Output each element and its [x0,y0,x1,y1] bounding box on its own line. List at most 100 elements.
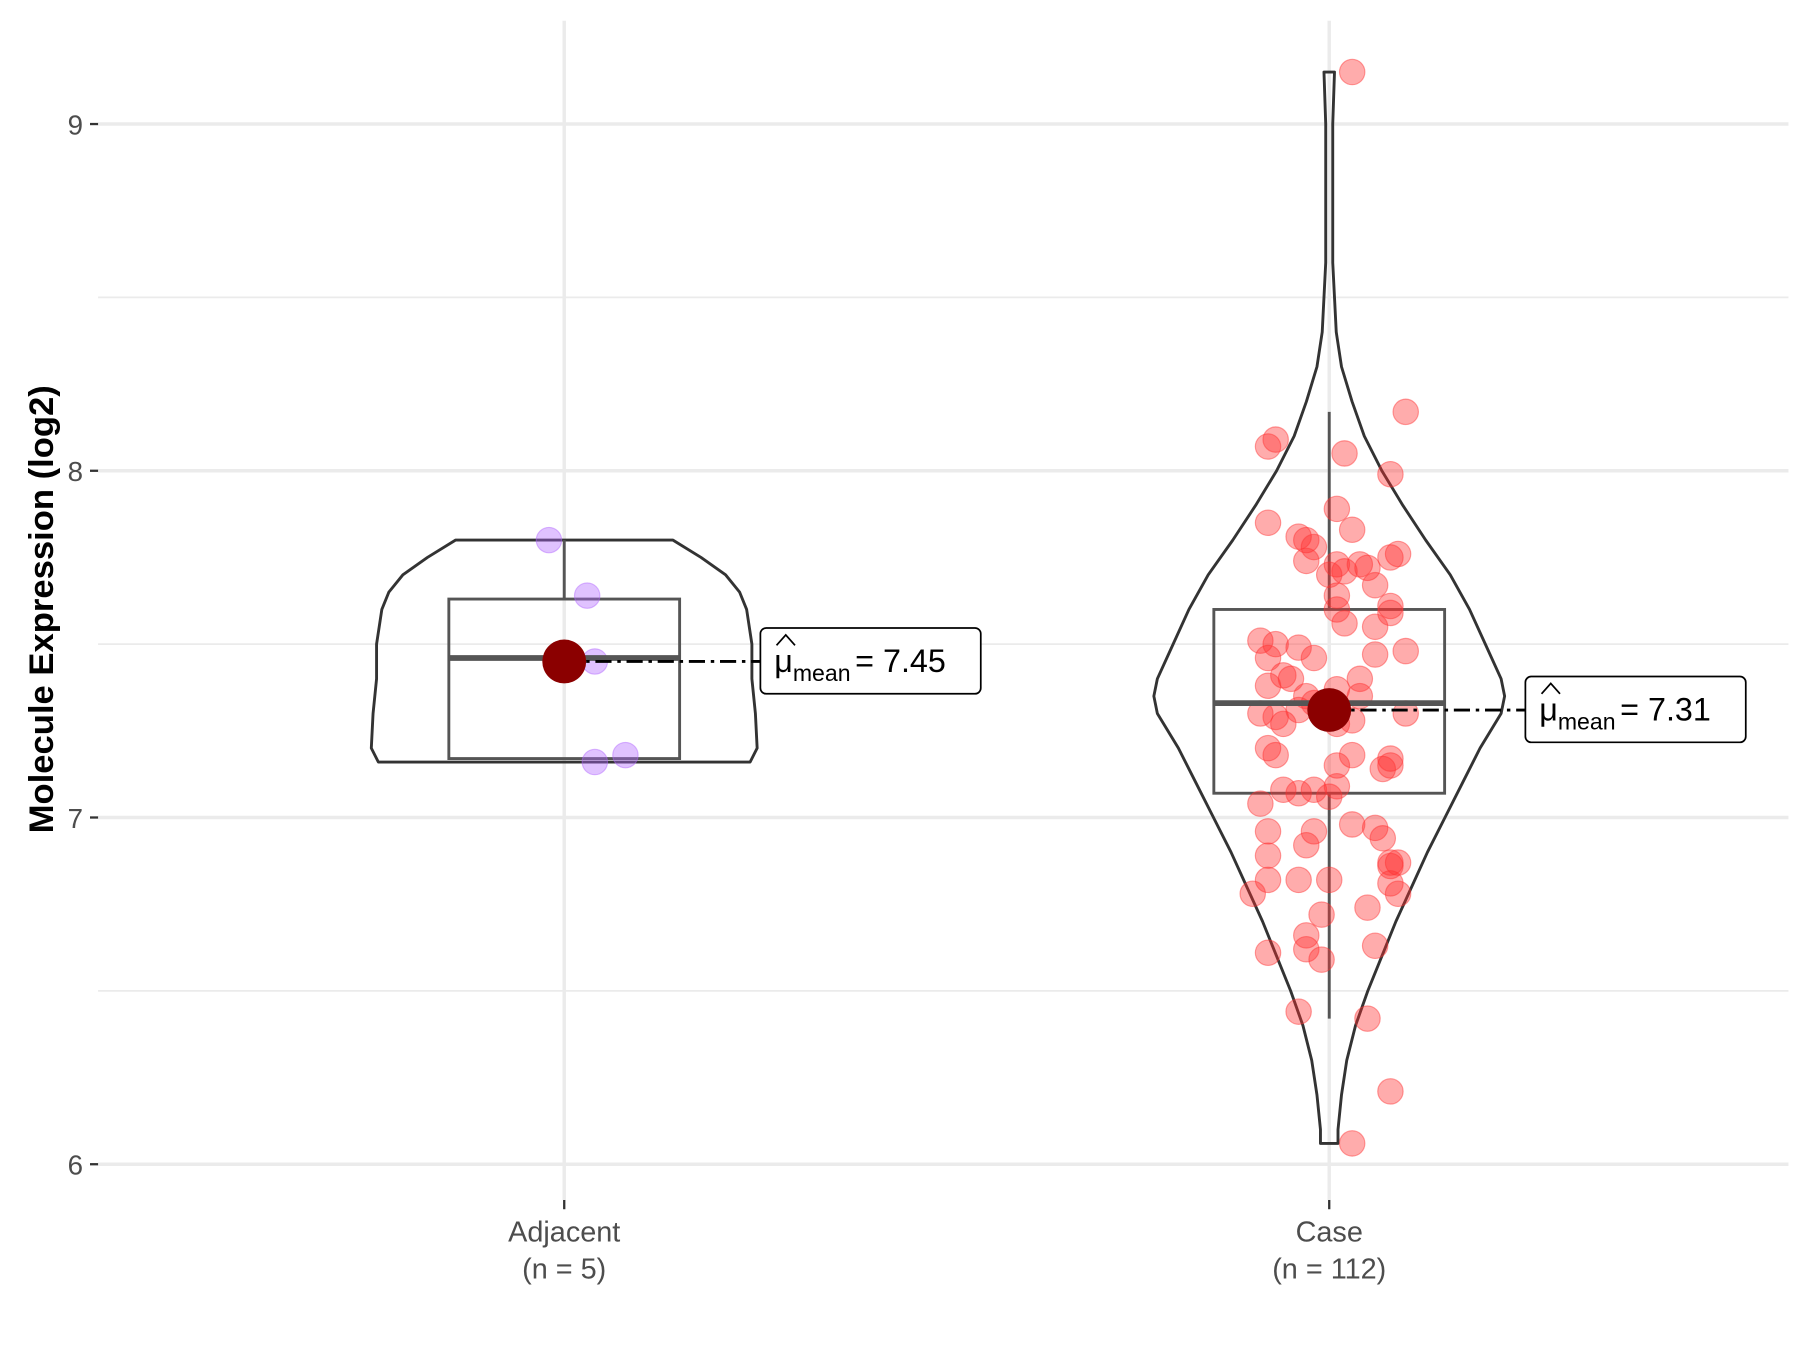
data-point [1262,426,1289,453]
data-point [1300,533,1328,561]
data-point [1384,880,1412,908]
data-point [1369,755,1397,783]
data-point [1239,880,1266,908]
data-point [1254,509,1282,537]
data-point [1308,946,1335,973]
violin-outline [369,538,759,764]
violin-outline [1152,70,1507,1145]
grid-lines [98,20,1789,1200]
data-point [1377,592,1404,620]
data-point [1300,818,1328,845]
data-point [1323,752,1351,779]
data-point [1247,627,1274,654]
mean-point [542,639,587,684]
x-axis: Adjacent (n = 5) Case (n = 112) [508,1200,1386,1285]
data-point [1331,558,1358,585]
data-point [1285,634,1312,661]
data-point [1300,644,1328,672]
data-point [1377,849,1404,876]
mean-label: μmean = 7.31 [1539,691,1711,734]
data-point [1293,547,1320,575]
data-point [1285,523,1312,550]
mean-label: μmean = 7.45 [774,643,946,686]
x-tick-label: Case [1296,1217,1363,1249]
mean-label-box [759,627,982,695]
data-point [1270,710,1297,738]
data-point [1254,734,1282,762]
data-point [1346,551,1374,578]
hat-icon [1540,682,1561,695]
data-point [1338,1130,1366,1157]
data-point [535,526,563,554]
data-point [1270,662,1297,689]
data-point [581,748,609,776]
data-point [1338,58,1366,86]
data-point [1338,516,1366,543]
data-point [1354,894,1381,921]
data-point [1346,665,1374,693]
data-point [1377,460,1404,488]
data-point [1254,866,1282,894]
data-point [1300,776,1328,804]
data-point [1315,866,1343,894]
mean-label-box [1524,675,1747,744]
data-point [1254,433,1282,460]
data-point [1338,741,1366,769]
data-point [1277,665,1305,693]
group-adjacent: μmean = 7.45 [369,526,982,776]
data-point [1315,783,1343,810]
data-point [1308,901,1335,928]
data-point [1262,741,1289,769]
y-tick-label: 8 [68,456,83,487]
data-point [1354,1005,1381,1032]
data-point [1331,610,1358,637]
data-point [1323,582,1351,609]
data-point [1338,811,1366,838]
data-point [1323,773,1351,800]
data-point [1331,440,1358,467]
data-point [1262,630,1289,658]
y-tick-label: 9 [68,109,83,140]
y-tick-label: 7 [68,803,83,834]
data-point [1361,641,1389,668]
y-axis: 6 7 8 9 [68,109,99,1181]
data-point [1285,779,1312,807]
data-point [1254,644,1282,672]
data-point [612,741,639,769]
data-point [1392,398,1420,426]
data-point [1361,814,1389,842]
data-point [1377,752,1404,779]
data-point [1361,613,1389,641]
data-point [1384,540,1412,568]
group-case: μmean = 7.31 [1152,58,1747,1157]
data-point [1323,596,1351,623]
data-point [1315,561,1343,589]
y-tick-label: 6 [68,1150,83,1181]
data-point [1323,551,1351,578]
data-point [1384,849,1412,876]
box [447,597,682,760]
data-point [1361,932,1389,960]
x-tick-label: Adjacent [508,1217,620,1249]
data-point [1354,554,1381,582]
data-point [1377,1078,1404,1105]
hat-icon [775,633,796,646]
data-point [1293,831,1320,859]
data-point [1377,544,1404,571]
mean-point [1307,688,1352,732]
data-point [1254,672,1282,700]
data-point [1285,866,1312,894]
data-point [1254,818,1282,845]
data-point [1270,776,1297,804]
data-point [1361,571,1389,599]
x-tick-n-label: (n = 5) [522,1253,606,1285]
data-point [1377,745,1404,772]
data-point [1254,842,1282,869]
data-point [1254,939,1282,966]
data-point [1377,599,1404,627]
data-point [1247,790,1274,817]
violins: μmean = 7.45 μmean = 7.31 [369,58,1747,1157]
y-axis-title: Molecule Expression (log2) [23,385,61,833]
x-tick-n-label: (n = 112) [1272,1253,1386,1285]
data-point [1392,637,1420,665]
